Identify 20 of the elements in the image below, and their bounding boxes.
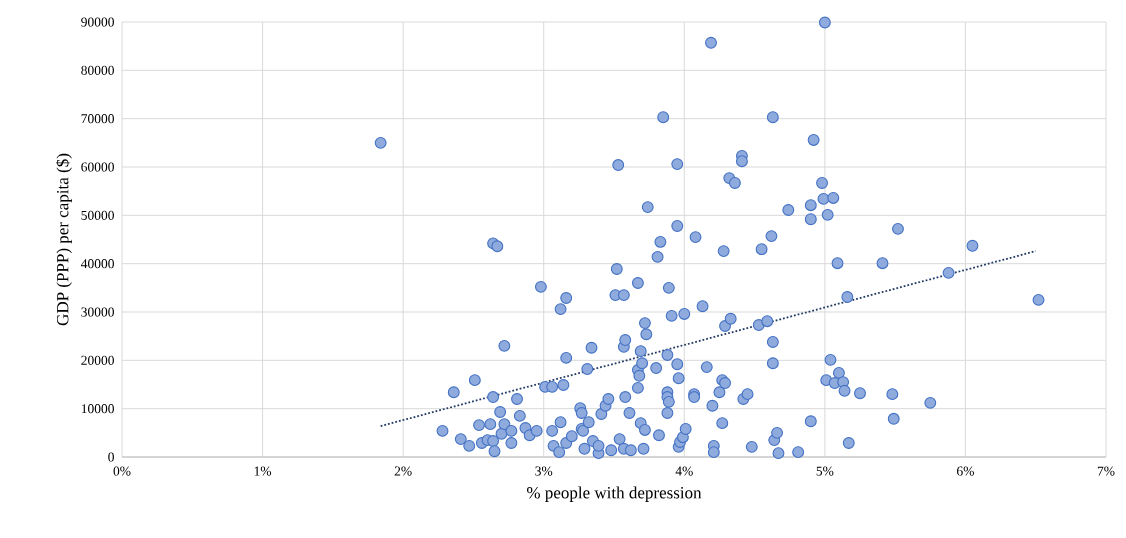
x-tick-label: 4% <box>675 466 693 476</box>
x-axis-title: % people with depression <box>527 486 702 502</box>
y-tick-label: 0 <box>108 452 114 462</box>
y-tick-label: 60000 <box>81 162 114 172</box>
y-axis-title: GDP (PPP) per capita ($) <box>55 153 72 326</box>
x-tick-label: 6% <box>957 466 974 476</box>
y-tick-label: 30000 <box>81 307 114 317</box>
x-tick-label: 5% <box>816 466 834 476</box>
x-tick-label: 3% <box>535 466 553 476</box>
y-tick-label: 20000 <box>81 355 114 365</box>
y-tick-label: 10000 <box>81 404 114 414</box>
y-tick-label: 70000 <box>81 114 114 124</box>
x-tick-label: 7% <box>1097 466 1115 476</box>
y-tick-label: 80000 <box>81 65 114 75</box>
y-tick-label: 40000 <box>80 259 114 269</box>
x-tick-label: 1% <box>254 466 272 476</box>
y-tick-label: 90000 <box>81 17 114 27</box>
y-tick-label: 50000 <box>81 210 114 220</box>
x-tick-label: 2% <box>394 466 412 476</box>
x-tick-label: 0% <box>113 466 131 476</box>
